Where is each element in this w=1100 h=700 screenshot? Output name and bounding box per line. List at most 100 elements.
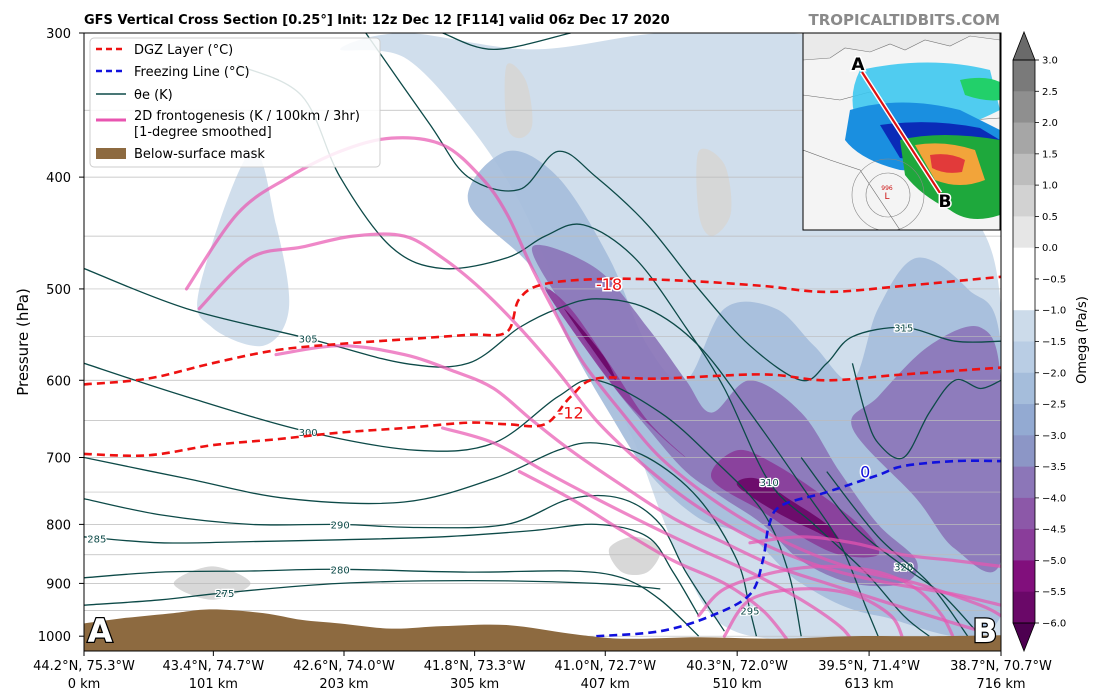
theta-e-label: 280 xyxy=(331,565,350,576)
omega-region xyxy=(197,150,290,347)
x-tick-distance: 203 km xyxy=(319,677,368,692)
colorbar-top-arrow xyxy=(1012,30,1036,61)
legend-fronto-label-2: [1-degree smoothed] xyxy=(134,125,272,140)
colorbar-segment xyxy=(1013,60,1035,92)
colorbar-segment xyxy=(1013,404,1035,436)
x-tick-distance: 510 km xyxy=(713,677,762,692)
colorbar-segment xyxy=(1013,372,1035,405)
colorbar-segment xyxy=(1013,529,1035,561)
inset-low-label: L xyxy=(884,192,889,202)
y-tick-label: 400 xyxy=(46,171,71,186)
dgz-line xyxy=(84,366,1001,458)
colorbar-label: Omega (Pa/s) xyxy=(1075,296,1090,384)
omega-region xyxy=(851,326,1001,573)
colorbar-tick-label: −0.5 xyxy=(1042,274,1066,285)
dgz-lines: -18 -12 xyxy=(84,273,1001,458)
theta-e-line xyxy=(84,362,802,637)
legend: DGZ Layer (°C) Freezing Line (°C) θe (K)… xyxy=(89,37,381,168)
below-surface-mask xyxy=(84,609,1001,651)
x-tick-distance: 716 km xyxy=(976,677,1025,692)
theta-e-label: 300 xyxy=(299,428,318,439)
omega-colorbar: 3.0 2.5 2.0 1.5 1.0 0.5 0.0 −0.5 −1.0 −1.5 −2.0 −2.… xyxy=(1012,30,1066,653)
legend-box xyxy=(89,37,381,168)
colorbar-tick-label: −3.5 xyxy=(1042,462,1066,473)
inset-low-value: 996 xyxy=(881,185,893,192)
theta-e-label: 290 xyxy=(331,520,350,531)
theta-e-label: 295 xyxy=(740,606,759,617)
colorbar-segment xyxy=(1013,247,1035,280)
colorbar-tick-label: −5.0 xyxy=(1042,556,1066,567)
theta-e-line xyxy=(365,33,1001,382)
inset-land-north xyxy=(803,33,1000,61)
y-tick-label: 600 xyxy=(46,374,71,389)
omega-region xyxy=(564,308,616,381)
colorbar-segment xyxy=(1013,91,1035,124)
frontogenesis-line xyxy=(517,470,790,643)
theta-e-label: 275 xyxy=(215,589,234,600)
colorbar-tick-label: 1.5 xyxy=(1042,149,1058,160)
colorbar-segment xyxy=(1013,466,1035,499)
x-tick-distance: 0 km xyxy=(68,677,101,692)
colorbar-tick-label: −4.0 xyxy=(1042,493,1066,504)
y-tick-label: 300 xyxy=(46,27,71,42)
colorbar-bottom-arrow xyxy=(1012,622,1036,653)
colorbar-tick-label: 0.0 xyxy=(1042,243,1058,254)
theta-e-line xyxy=(84,568,700,637)
colorbar-segment xyxy=(1013,153,1035,186)
colorbar-segment xyxy=(1013,122,1035,155)
freezing-line: 0 xyxy=(596,459,1001,638)
plot-frame xyxy=(83,32,1002,652)
inset-precip-green-north xyxy=(960,77,1000,101)
y-tick-label: 700 xyxy=(46,451,71,466)
endpoint-a-label: A xyxy=(88,612,113,650)
colorbar-segment xyxy=(1013,560,1035,593)
dgz-label: -18 xyxy=(596,275,622,294)
x-tick-coord: 42.6°N, 74.0°W xyxy=(293,659,395,674)
inset-coast-line xyxy=(803,149,901,230)
y-axis-label: Pressure (hPa) xyxy=(14,288,32,396)
colorbar-tick-label: −1.0 xyxy=(1042,306,1066,317)
frontogenesis-line xyxy=(441,426,854,643)
chart-title: GFS Vertical Cross Section [0.25°] Init:… xyxy=(84,13,670,28)
theta-e-label: 285 xyxy=(87,535,106,546)
x-tick-coord: 40.3°N, 72.0°W xyxy=(686,659,788,674)
inset-section-line xyxy=(861,71,941,194)
freezing-line-path xyxy=(596,459,1001,638)
colorbar-segment xyxy=(1013,216,1035,249)
omega-region xyxy=(736,477,841,543)
colorbar-tick-label: 1.0 xyxy=(1042,181,1058,192)
theta-e-line xyxy=(84,579,661,606)
inset-isobar-1 xyxy=(865,172,911,218)
colorbar-segment xyxy=(1013,341,1035,374)
x-axis-ticks: 44.2°N, 75.3°W 0 km 43.4°N, 74.7°W 101 km 42… xyxy=(33,651,1052,692)
colorbar-tick-label: 2.0 xyxy=(1042,118,1058,129)
colorbar-segment xyxy=(1013,591,1035,624)
x-tick-coord: 39.5°N, 71.4°W xyxy=(818,659,920,674)
y-axis-ticks: 300 400 500 600 700 800 900 1000 xyxy=(38,27,84,645)
theta-e-line xyxy=(84,267,879,637)
theta-e-label: 310 xyxy=(760,478,779,489)
colorbar-tick-label: −6.0 xyxy=(1042,619,1066,630)
inset-map-frame xyxy=(802,32,1001,231)
colorbar-tick-label: 3.0 xyxy=(1042,56,1058,67)
colorbar-tick-label: −4.5 xyxy=(1042,525,1066,536)
legend-freezing-label: Freezing Line (°C) xyxy=(134,65,250,80)
frontogenesis-line xyxy=(748,535,1001,568)
y-tick-label: 500 xyxy=(46,283,71,298)
inset-isobar-2 xyxy=(851,158,925,230)
omega-region xyxy=(696,148,732,237)
omega-region xyxy=(504,63,533,139)
colorbar-tick-label: 0.5 xyxy=(1042,212,1058,223)
x-tick-distance: 407 km xyxy=(581,677,630,692)
frontogenesis-line xyxy=(697,564,957,643)
frontogenesis-line xyxy=(274,344,983,633)
y-tick-label: 1000 xyxy=(38,630,71,645)
colorbar-tick-label: −2.5 xyxy=(1042,400,1066,411)
theta-e-line xyxy=(851,363,1001,460)
colorbar-segment xyxy=(1013,185,1035,217)
colorbar-tick-label: −3.0 xyxy=(1042,431,1066,442)
inset-precip-red xyxy=(930,154,965,173)
theta-e-line xyxy=(84,523,700,617)
x-tick-distance: 101 km xyxy=(189,677,238,692)
theta-e-line xyxy=(84,442,758,637)
